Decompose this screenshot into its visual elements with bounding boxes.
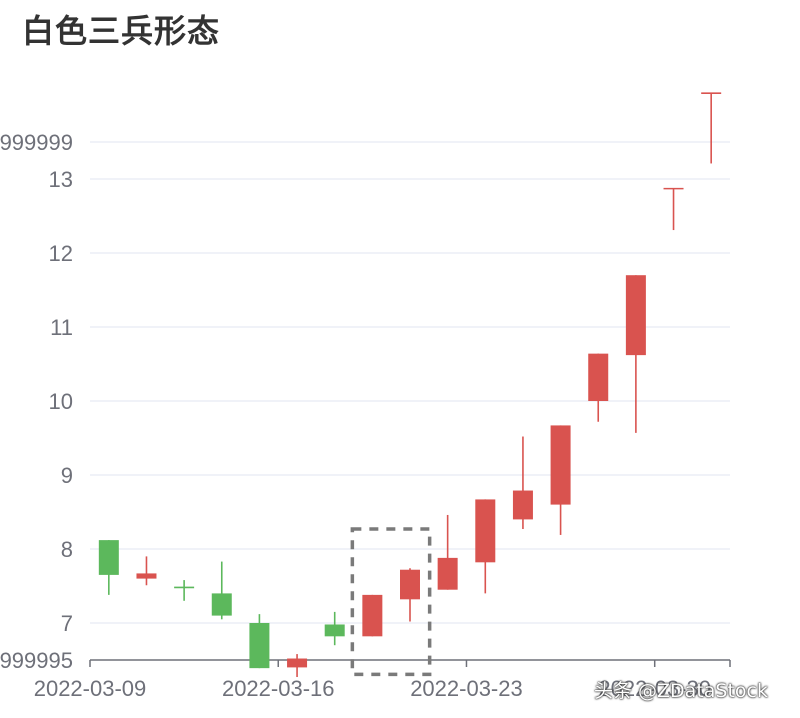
candle-body [362,594,383,637]
chart-title: 白色三兵形态 [22,12,221,50]
y-tick-label: 10 [49,389,73,414]
candle-body [136,573,157,579]
y-tick-label: 8 [61,537,73,562]
candle-body [588,353,609,401]
candle-body [400,569,420,600]
candle-body [287,658,308,668]
candle-body [98,540,119,575]
y-tick-label: 13.499999999999999 [0,130,73,155]
x-tick-label: 2022-03-09 [34,676,147,701]
x-tick-label: 2022-03-23 [410,676,523,701]
x-tick-label: 2022-03-16 [222,676,335,701]
x-tick-label: 2022-03-30 [598,676,711,701]
candle-body [211,593,232,616]
candle-body [249,623,270,669]
y-tick-label: 11 [50,315,73,340]
candle-body [550,425,571,505]
y-tick-label: 6.499999999999995 [0,648,73,673]
y-tick-label: 13 [49,167,73,192]
candle-body [512,490,533,520]
pattern-highlight-box [350,527,432,677]
y-tick-label: 7 [61,611,73,636]
watermark-text: 头条 @ZDataStock [594,680,769,702]
y-tick-label: 9 [61,463,73,488]
y-tick-label: 12 [49,241,73,266]
candle-body [625,275,646,356]
candle-body [324,624,345,637]
candle-body [437,557,458,590]
candle-body [475,499,496,563]
